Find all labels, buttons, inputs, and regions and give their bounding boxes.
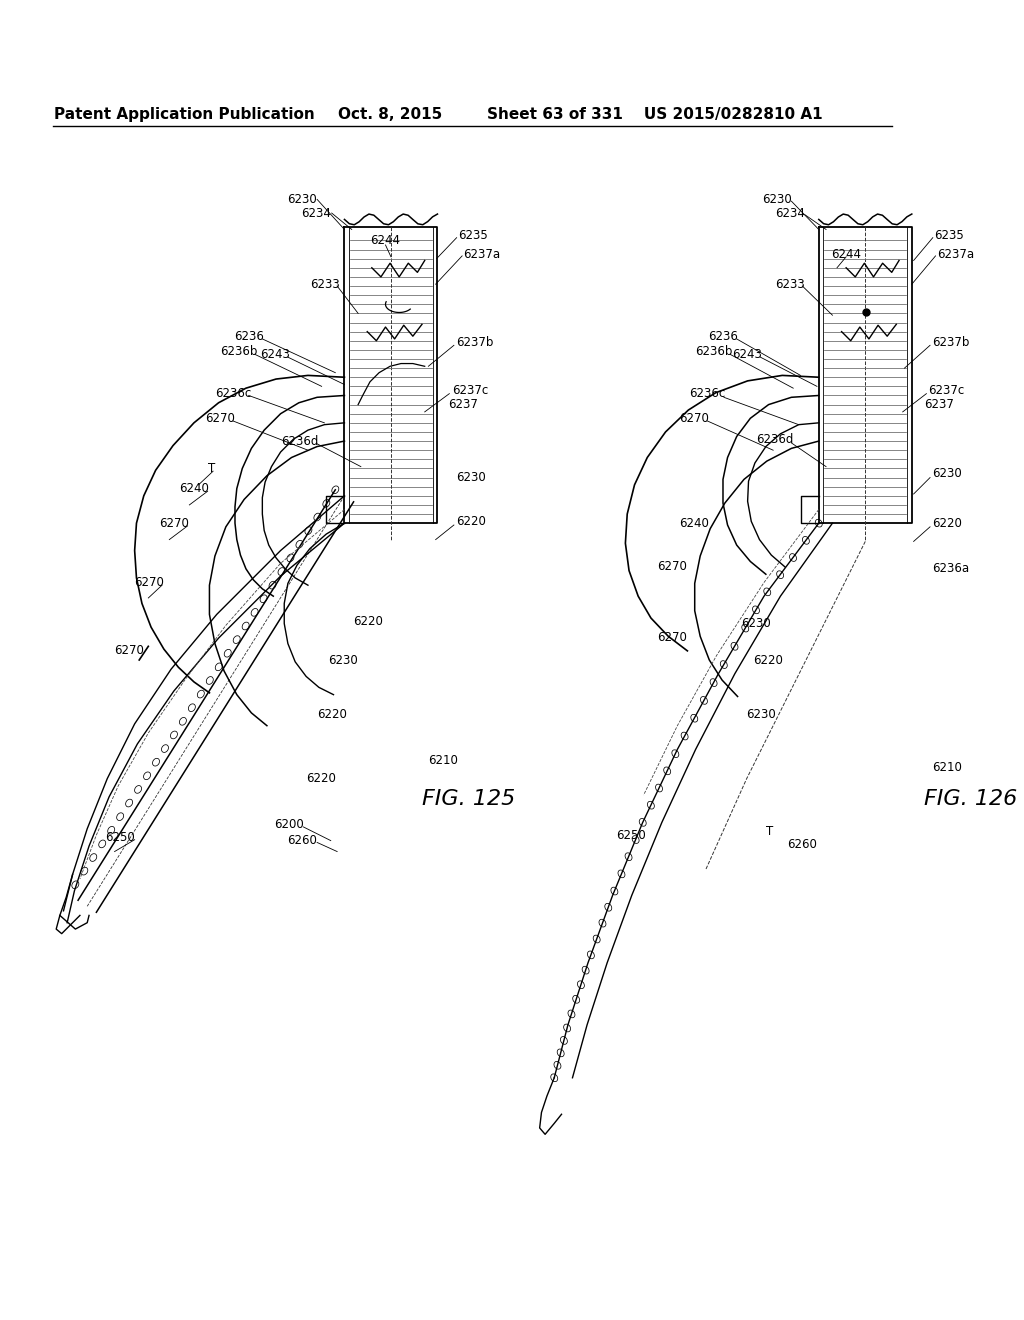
Text: Patent Application Publication: Patent Application Publication (54, 107, 315, 121)
Text: 6270: 6270 (205, 412, 234, 425)
Text: 6240: 6240 (179, 482, 210, 495)
Text: 6220: 6220 (456, 515, 485, 528)
Text: 6237a: 6237a (463, 248, 500, 260)
Text: 6250: 6250 (104, 832, 134, 845)
Text: 6236: 6236 (234, 330, 264, 343)
Text: 6220: 6220 (317, 709, 347, 721)
Text: 6270: 6270 (656, 631, 686, 644)
Text: 6234: 6234 (301, 206, 331, 219)
Text: T: T (766, 825, 773, 838)
Text: 6243: 6243 (260, 348, 290, 360)
Text: Sheet 63 of 331    US 2015/0282810 A1: Sheet 63 of 331 US 2015/0282810 A1 (486, 107, 822, 121)
Text: 6270: 6270 (656, 561, 686, 573)
Text: 6230: 6230 (456, 471, 485, 484)
Text: 6235: 6235 (459, 230, 488, 243)
Text: 6233: 6233 (310, 277, 340, 290)
Text: 6237b: 6237b (456, 337, 494, 348)
Text: 6243: 6243 (732, 348, 762, 360)
Text: 6237a: 6237a (937, 248, 975, 260)
Text: 6230: 6230 (288, 193, 317, 206)
Text: 6237b: 6237b (932, 337, 970, 348)
Text: 6230: 6230 (328, 653, 357, 667)
Text: 6220: 6220 (353, 615, 383, 628)
Text: 6260: 6260 (786, 838, 817, 851)
Text: 6237c: 6237c (452, 384, 488, 397)
Text: 6244: 6244 (831, 248, 861, 260)
Text: 6236: 6236 (709, 330, 738, 343)
Text: 6234: 6234 (775, 206, 805, 219)
Text: 6270: 6270 (680, 412, 710, 425)
Text: 6236b: 6236b (694, 346, 732, 358)
Text: 6230: 6230 (745, 709, 775, 721)
Text: 6230: 6230 (932, 467, 962, 480)
Text: 6237: 6237 (925, 399, 954, 411)
Text: 6260: 6260 (287, 834, 317, 847)
Text: 6220: 6220 (753, 653, 783, 667)
Text: 6236c: 6236c (689, 387, 726, 400)
Text: 6270: 6270 (134, 576, 164, 589)
Text: 6244: 6244 (371, 234, 400, 247)
Text: 6235: 6235 (935, 230, 965, 243)
Text: 6236d: 6236d (756, 433, 794, 446)
Text: 6236d: 6236d (282, 434, 318, 447)
Text: 6220: 6220 (306, 772, 336, 785)
Text: 6237: 6237 (449, 399, 478, 411)
Text: 6210: 6210 (932, 762, 962, 774)
Text: 6230: 6230 (762, 193, 792, 206)
Text: T: T (208, 462, 215, 475)
Text: FIG. 126: FIG. 126 (924, 788, 1017, 809)
Text: FIG. 125: FIG. 125 (422, 788, 515, 809)
Text: Oct. 8, 2015: Oct. 8, 2015 (338, 107, 442, 121)
Text: 6250: 6250 (615, 829, 645, 842)
Text: 6270: 6270 (160, 516, 189, 529)
Text: 6200: 6200 (273, 817, 303, 830)
Text: 6236b: 6236b (220, 346, 258, 358)
Text: 6233: 6233 (775, 277, 805, 290)
Text: 6237c: 6237c (928, 384, 965, 397)
Text: 6236c: 6236c (215, 387, 252, 400)
Text: 6220: 6220 (932, 516, 962, 529)
Text: 6236a: 6236a (932, 562, 969, 576)
Text: 6210: 6210 (428, 754, 458, 767)
Text: 6240: 6240 (680, 516, 710, 529)
Text: 6270: 6270 (114, 644, 143, 657)
Text: 6230: 6230 (741, 616, 771, 630)
